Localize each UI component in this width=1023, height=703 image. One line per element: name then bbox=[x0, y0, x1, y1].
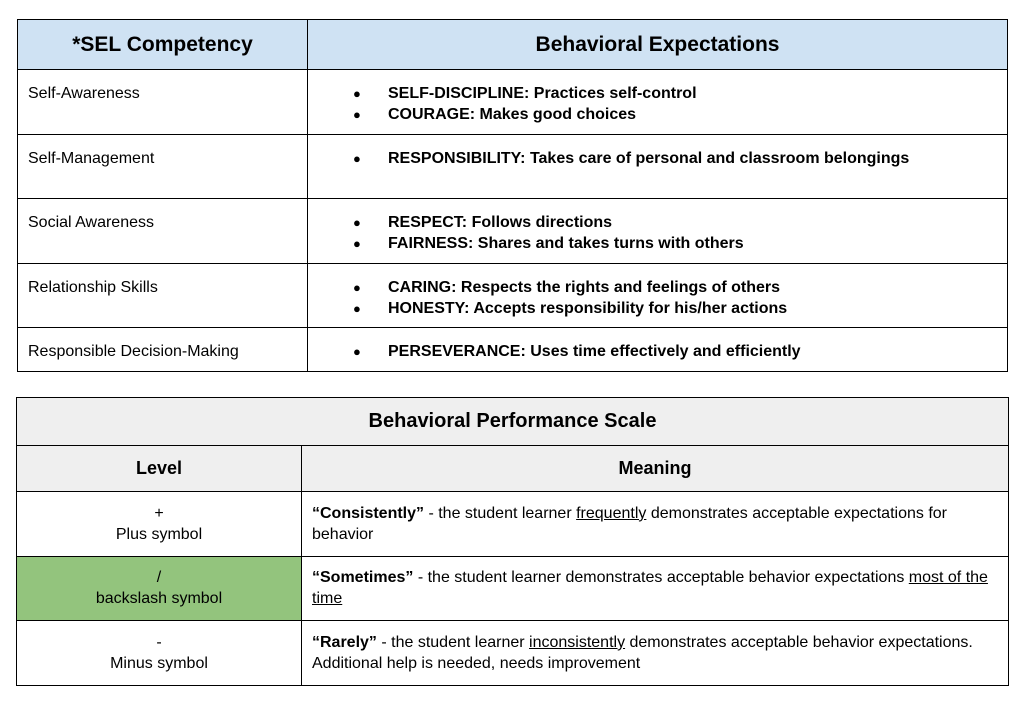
meaning-text: demonstrates acceptable behavior expecta… bbox=[312, 633, 973, 672]
expectations-cell: ● CARING: Respects the rights and feeling… bbox=[307, 262, 1008, 328]
meaning-text: - the student learner bbox=[376, 633, 530, 651]
bullet-icon: ● bbox=[353, 279, 361, 295]
table-row: Social Awareness ● RESPECT: Follows direc… bbox=[17, 198, 1008, 264]
table-row: Relationship Skills ● CARING: Respects th… bbox=[17, 262, 1008, 328]
expectation-text: PERSEVERANCE: Uses time effectively and … bbox=[388, 343, 801, 360]
meaning-text: - the student learner bbox=[424, 504, 577, 522]
competency-cell: Responsible Decision-Making bbox=[17, 327, 308, 372]
meaning-cell: “Sometimes” - the student learner demons… bbox=[301, 555, 1009, 621]
expectation-text: RESPECT: Follows directions bbox=[388, 214, 613, 231]
level-symbol-name: Plus symbol bbox=[115, 525, 203, 543]
expectations-list: ● PERSEVERANCE: Uses time effectively and… bbox=[308, 341, 997, 362]
level-cell-highlighted: / backslash symbol bbox=[16, 555, 302, 621]
bullet-icon: ● bbox=[353, 107, 361, 122]
scale-title-row: Behavioral Performance Scale bbox=[16, 397, 1009, 446]
meaning-cell: “Rarely” - the student learner inconsist… bbox=[301, 620, 1009, 686]
expectations-list: ● SELF-DISCIPLINE: Practices self-control… bbox=[308, 83, 997, 125]
bullet-icon: ● bbox=[353, 236, 361, 251]
bullet-icon: ● bbox=[353, 215, 361, 230]
meaning-text: demonstrates acceptable expectations for… bbox=[312, 504, 947, 543]
list-item: ● RESPONSIBILITY: Takes care of personal … bbox=[308, 148, 997, 169]
scale-header-row: Level Meaning bbox=[16, 445, 1009, 492]
level-symbol: + bbox=[154, 504, 164, 522]
list-item: ● PERSEVERANCE: Uses time effectively and… bbox=[308, 341, 997, 362]
expectation-text: HONESTY: Accepts responsibility for his/… bbox=[388, 299, 788, 317]
list-item: ● RESPECT: Follows directions bbox=[308, 212, 997, 233]
meaning-term: “Sometimes” bbox=[312, 569, 414, 587]
table-row: / backslash symbol “Sometimes” - the stu… bbox=[16, 555, 1009, 621]
scale-title: Behavioral Performance Scale bbox=[16, 397, 1009, 446]
competency-cell: Relationship Skills bbox=[17, 262, 308, 328]
level-header: Level bbox=[16, 445, 302, 492]
list-item: ● SELF-DISCIPLINE: Practices self-control bbox=[308, 83, 997, 104]
level-symbol: / bbox=[156, 569, 162, 587]
sel-competency-table: *SEL Competency Behavioral Expectations … bbox=[17, 19, 1008, 372]
list-item: ● FAIRNESS: Shares and takes turns with o… bbox=[308, 233, 997, 254]
table-row: + Plus symbol “Consistently” - the stude… bbox=[16, 491, 1009, 557]
meaning-header: Meaning bbox=[301, 445, 1009, 492]
level-cell: - Minus symbol bbox=[16, 620, 302, 686]
expectation-text: SELF-DISCIPLINE: Practices self-control bbox=[388, 85, 697, 102]
bullet-icon: ● bbox=[353, 150, 361, 166]
bullet-icon: ● bbox=[353, 344, 361, 359]
behavioral-expectations-header: Behavioral Expectations bbox=[307, 19, 1008, 70]
meaning-term: “Consistently” bbox=[312, 504, 425, 522]
meaning-underlined: inconsistently bbox=[529, 633, 626, 651]
expectations-cell: ● RESPECT: Follows directions ● FAIRNESS: … bbox=[307, 198, 1008, 264]
level-symbol: - bbox=[156, 633, 162, 651]
expectation-text: COURAGE: Makes good choices bbox=[388, 106, 637, 123]
expectations-cell: ● RESPONSIBILITY: Takes care of personal … bbox=[307, 133, 1008, 199]
level-cell: + Plus symbol bbox=[16, 491, 302, 557]
meaning-cell: “Consistently” - the student learner fre… bbox=[301, 491, 1009, 557]
list-item: ● HONESTY: Accepts responsibility for his… bbox=[308, 298, 997, 319]
table-row: - Minus symbol “Rarely” - the student le… bbox=[16, 620, 1009, 686]
meaning-text: - the student learner demonstrates accep… bbox=[413, 569, 909, 587]
expectations-cell: ● SELF-DISCIPLINE: Practices self-control… bbox=[307, 69, 1008, 135]
level-symbol-name: Minus symbol bbox=[110, 654, 208, 672]
table-row: Self-Awareness ● SELF-DISCIPLINE: Practic… bbox=[17, 69, 1008, 135]
table-row: Self-Management ● RESPONSIBILITY: Takes c… bbox=[17, 133, 1008, 199]
expectations-cell: ● PERSEVERANCE: Uses time effectively and… bbox=[307, 327, 1008, 372]
level-symbol-name: backslash symbol bbox=[95, 590, 223, 608]
meaning-underlined: most of the time bbox=[312, 569, 988, 608]
expectation-text: FAIRNESS: Shares and takes turns with ot… bbox=[388, 235, 744, 252]
table-row: Responsible Decision-Making ● PERSEVERANC… bbox=[17, 327, 1008, 372]
competency-cell: Social Awareness bbox=[17, 198, 308, 264]
sel-competency-header: *SEL Competency bbox=[17, 19, 308, 70]
sel-header-row: *SEL Competency Behavioral Expectations bbox=[17, 19, 1008, 70]
meaning-underlined: frequently bbox=[576, 504, 647, 522]
competency-cell: Self-Awareness bbox=[17, 69, 308, 135]
expectation-text: RESPONSIBILITY: Takes care of personal a… bbox=[388, 149, 910, 167]
list-item: ● CARING: Respects the rights and feeling… bbox=[308, 277, 997, 298]
expectation-text: CARING: Respects the rights and feelings… bbox=[388, 278, 781, 296]
meaning-term: “Rarely” bbox=[312, 633, 377, 651]
expectations-list: ● CARING: Respects the rights and feeling… bbox=[308, 277, 997, 319]
performance-scale-table: Behavioral Performance Scale Level Meani… bbox=[16, 397, 1009, 686]
competency-cell: Self-Management bbox=[17, 133, 308, 199]
expectations-list: ● RESPONSIBILITY: Takes care of personal … bbox=[308, 148, 997, 169]
bullet-icon: ● bbox=[353, 300, 361, 316]
list-item: ● COURAGE: Makes good choices bbox=[308, 104, 997, 125]
bullet-icon: ● bbox=[353, 86, 361, 101]
expectations-list: ● RESPECT: Follows directions ● FAIRNESS: … bbox=[308, 212, 997, 254]
